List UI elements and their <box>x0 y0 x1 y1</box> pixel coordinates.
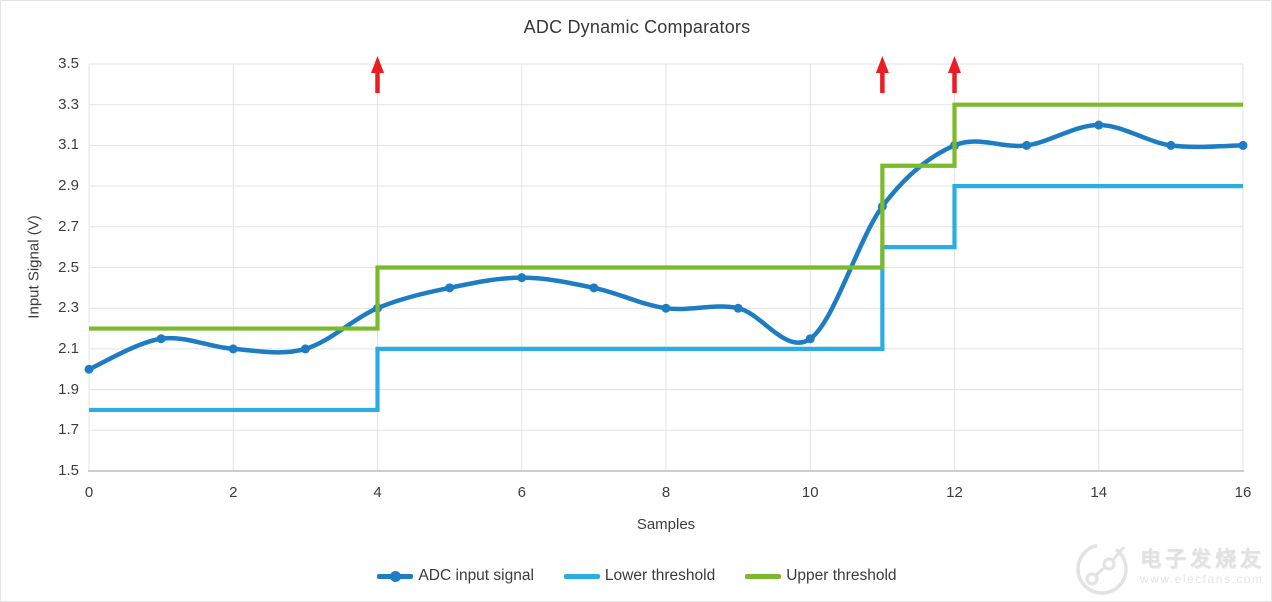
legend-item-adc-input-signal: ADC input signal <box>377 567 534 585</box>
series-adc-input-signal-marker <box>156 334 166 344</box>
series-adc-input-signal-marker <box>1238 140 1248 150</box>
legend-label: Lower threshold <box>604 567 716 584</box>
y-tick-label: 2.9 <box>58 177 79 195</box>
series-adc-input-signal-marker <box>661 303 671 313</box>
series-adc-input-signal-marker <box>733 303 743 313</box>
legend-label: Upper threshold <box>786 567 897 584</box>
y-tick-label: 2.3 <box>58 299 79 317</box>
legend-item-upper-threshold: Upper threshold <box>745 567 897 585</box>
series-adc-input-signal-marker <box>805 334 815 344</box>
x-tick-label: 0 <box>84 484 94 501</box>
y-tick-label: 3.3 <box>58 95 79 113</box>
event-arrow-head-icon <box>371 56 384 73</box>
y-tick-label: 1.5 <box>58 462 79 479</box>
y-tick-label: 2.5 <box>58 258 79 276</box>
x-tick-label: 2 <box>229 484 238 501</box>
series-adc-input-signal-marker <box>300 344 310 354</box>
x-tick-label: 14 <box>1090 484 1108 501</box>
legend-line-icon <box>745 573 782 579</box>
legend-line-with-marker-icon <box>377 570 414 582</box>
y-tick-label: 1.7 <box>58 421 79 439</box>
x-axis-title: Samples <box>636 516 696 533</box>
y-tick-label: 2.1 <box>58 339 79 357</box>
watermark: 电子发烧友 www.elecfans.com <box>1072 537 1265 597</box>
series-adc-input-signal-marker <box>1094 120 1104 130</box>
event-arrow-head-icon <box>948 56 961 73</box>
series-adc-input-signal-marker <box>1166 140 1176 150</box>
legend-label: ADC input signal <box>418 567 534 584</box>
series-adc-input-signal-marker <box>84 364 94 374</box>
legend-line-icon <box>563 573 600 579</box>
series-adc-input-signal-line <box>86 122 1246 372</box>
y-tick-label: 2.7 <box>58 217 79 235</box>
watermark-text: 电子发烧友 www.elecfans.com <box>1140 548 1265 586</box>
legend-item-lower-threshold: Lower threshold <box>563 567 716 585</box>
legend: ADC input signal Lower threshold Upper t… <box>1 564 1271 588</box>
series-adc-input-signal-marker <box>445 283 455 293</box>
chart-title: ADC Dynamic Comparators <box>523 17 751 37</box>
series-adc-input-signal-marker <box>1022 140 1032 150</box>
x-tick-label: 12 <box>946 484 963 501</box>
x-tick-label: 10 <box>801 484 819 501</box>
elecfans-logo-icon <box>1076 543 1128 595</box>
x-tick-label: 8 <box>661 484 671 501</box>
y-tick-label: 1.9 <box>58 380 79 398</box>
x-tick-label: 4 <box>373 484 382 501</box>
series-adc-input-signal-marker <box>228 344 238 354</box>
watermark-brand: 电子发烧友 <box>1140 548 1265 571</box>
series-adc-input-signal-marker <box>517 273 527 283</box>
event-arrow-head-icon <box>875 56 889 73</box>
series-adc-input-signal-marker <box>589 283 599 293</box>
y-tick-label: 3.5 <box>58 55 79 72</box>
series-upper-threshold-line <box>89 102 1243 331</box>
watermark-url: www.elecfans.com <box>1140 572 1264 586</box>
x-tick-label: 16 <box>1234 484 1252 501</box>
y-tick-label: 3.1 <box>58 136 79 154</box>
x-tick-label: 6 <box>517 484 526 501</box>
series-lower-threshold-line <box>89 184 1243 413</box>
